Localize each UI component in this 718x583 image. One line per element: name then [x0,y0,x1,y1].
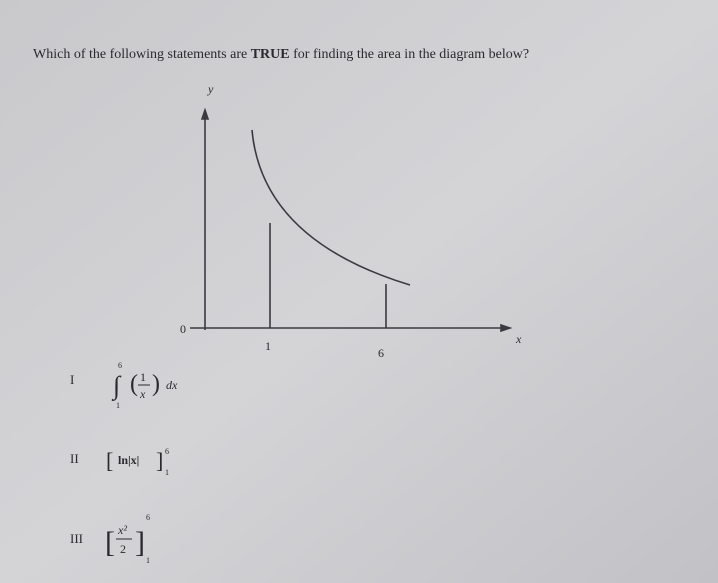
option-numeral: I [70,372,74,387]
axis-label: x [515,332,522,346]
paren: ( [130,371,138,397]
axis-label: y [207,82,214,96]
bracket: ] [156,448,163,473]
paren: ) [152,371,160,397]
upper-limit: 6 [146,513,150,522]
option-numeral: II [70,451,79,466]
question-text: for finding the area in the diagram belo… [290,47,529,62]
upper-limit: 6 [165,447,169,456]
lower-limit: 1 [146,556,150,565]
arrow [500,323,513,333]
option: II [ ln|x| ] 6 1 [70,447,169,477]
lower-limit: 1 [165,468,169,477]
question-text: Which of the following statements are [33,47,251,62]
option-numeral: III [70,531,83,546]
question-emphasis: TRUE [251,47,290,62]
lower-limit: 1 [116,401,120,410]
denominator: 2 [120,542,126,556]
tick-label: 6 [378,346,384,360]
differential: dx [166,378,178,392]
diagram [190,107,513,333]
tick-label: 1 [265,339,271,353]
integral-sign: ∫ [111,371,122,401]
question: Which of the following statements are TR… [33,47,529,62]
numerator: 1 [140,370,146,384]
denominator: x [139,387,146,401]
curve [251,129,411,286]
expression: ln|x| [118,453,139,467]
origin-label: 0 [180,322,186,336]
numerator: x² [117,523,127,537]
option: III [ x² 2 ] 6 1 [70,513,150,565]
bracket: [ [106,448,113,473]
bracket: ] [135,526,145,559]
arrow [200,107,210,120]
bracket: [ [105,526,115,559]
option: I ∫ 6 1 ( 1 x ) dx [70,361,178,410]
upper-limit: 6 [118,361,122,370]
